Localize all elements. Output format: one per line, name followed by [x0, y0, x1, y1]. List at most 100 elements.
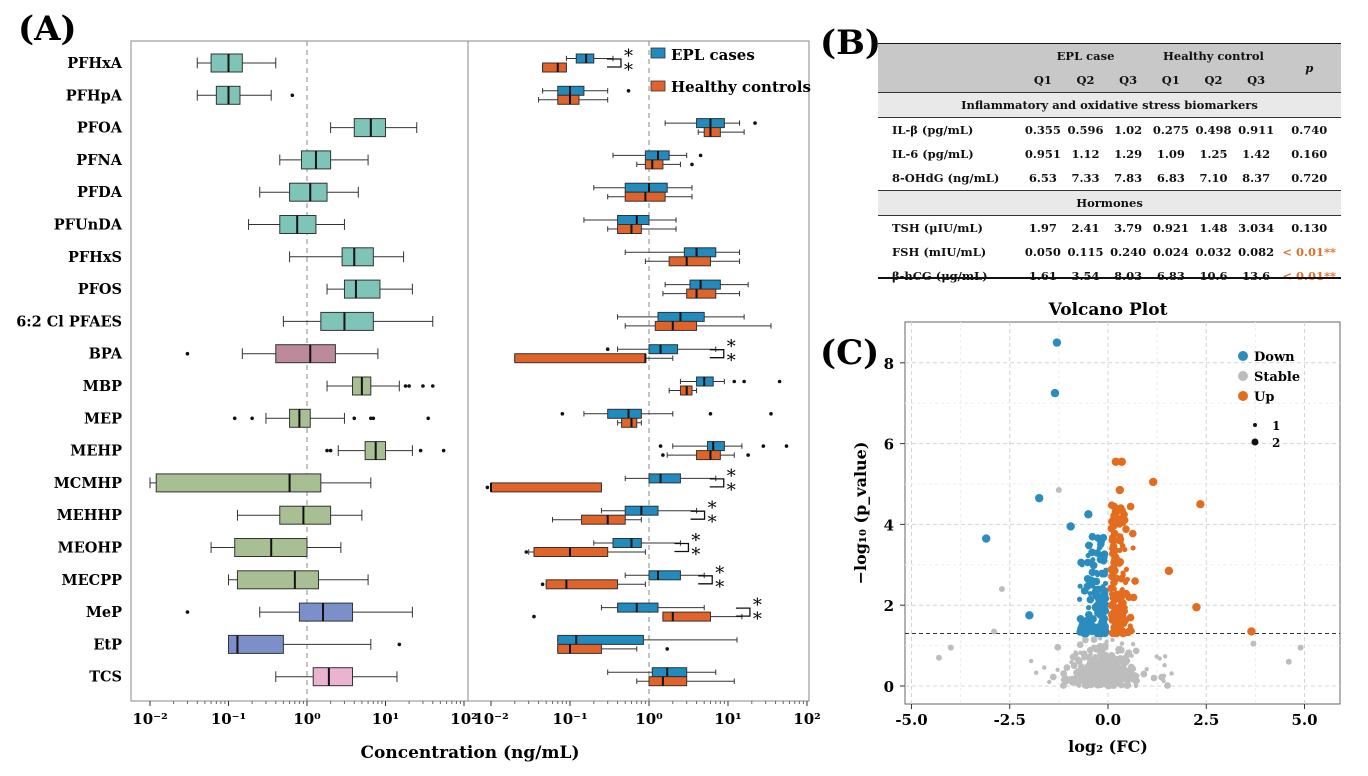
up-point — [1116, 504, 1125, 512]
table-cell: 1.97 — [1028, 221, 1057, 235]
stable-point — [1081, 653, 1088, 661]
up-point — [1111, 599, 1118, 605]
volcano-frame — [904, 321, 1341, 705]
significance-mark: * — [727, 480, 736, 501]
header-col: Q2 — [1064, 68, 1107, 93]
volcano-ylabel: −log₁₀ (p_value) — [851, 442, 870, 585]
box-total-MEHP-outlier — [325, 448, 329, 453]
down-point — [1100, 615, 1108, 623]
up-point — [1107, 610, 1116, 619]
stable-point — [1089, 683, 1094, 688]
up-point — [1111, 555, 1119, 563]
box-epl-MEP-outlier — [560, 412, 565, 416]
box-total-MCMHP-box — [155, 473, 322, 493]
up-point — [1107, 584, 1115, 593]
significance-mark: * — [691, 531, 700, 552]
panel-b-label: (B) — [820, 23, 881, 63]
box-healthy-BPA-box — [514, 353, 646, 364]
legend-size-1-dot — [1253, 423, 1257, 427]
volcano-y-tick-label: 8 — [884, 355, 894, 373]
table-cell: 1.29 — [1114, 147, 1143, 161]
stable-point — [1115, 660, 1120, 666]
box-total-6:2 Cl PFAES-box — [320, 311, 374, 331]
x-tick-label: 10⁻¹ — [211, 710, 246, 728]
down-point — [1098, 557, 1104, 563]
volcano-y-tick-label: 2 — [884, 597, 894, 615]
legend-epl-swatch — [650, 47, 666, 59]
table-cell: 6.83 — [1156, 269, 1185, 283]
down-point — [1077, 583, 1083, 589]
table-row-label: FSH (mIU/mL) — [892, 245, 987, 259]
box-healthy-MeP-box — [662, 611, 711, 622]
box-healthy-MEHHP-box — [581, 514, 626, 525]
down-point — [1102, 580, 1109, 587]
panel-a-right-plot: ************** — [485, 41, 789, 701]
stable-point — [1112, 674, 1117, 679]
chemical-label: PFHxS — [68, 249, 122, 266]
up-point — [1109, 595, 1115, 601]
table-cell: 0.032 — [1195, 245, 1232, 259]
table-cell: 0.082 — [1238, 245, 1275, 259]
stable-point — [1083, 675, 1091, 683]
panel-a-frame — [130, 40, 810, 702]
up-point — [1118, 618, 1124, 624]
up-point — [1107, 565, 1115, 574]
stable-point — [1078, 679, 1083, 684]
down-point — [1101, 601, 1110, 609]
box-total-MEP-outlier — [250, 416, 254, 421]
volcano-x-tick-label: -5.0 — [895, 711, 927, 729]
stable-point — [1140, 670, 1148, 678]
volcano-y-tick-label: 0 — [884, 678, 894, 696]
table-cell: 0.130 — [1291, 221, 1328, 235]
down-point — [1088, 532, 1097, 541]
box-epl-EtP-box — [557, 634, 644, 645]
box-healthy-MEP-box — [621, 417, 638, 428]
stable-point — [1117, 681, 1125, 689]
box-epl-TCS-box — [651, 667, 688, 678]
stable-point — [1090, 661, 1098, 669]
table-cell: 6.53 — [1028, 171, 1057, 185]
down-point — [1084, 558, 1092, 567]
up-point — [1111, 519, 1120, 527]
stable-point — [1090, 636, 1098, 643]
volcano-ticks: -5.0 -2.5 0.0 2.5 5.0 0 2 4 6 8 — [884, 355, 1318, 729]
legend-healthy-swatch — [650, 80, 666, 92]
x-tick-label: 10¹ — [372, 710, 399, 728]
stable-point — [1112, 657, 1117, 662]
table-section-row: Hormones — [878, 190, 1341, 216]
up-point — [1108, 537, 1114, 543]
stable-point — [1093, 645, 1100, 653]
table-subheader-row: Q1 Q2 Q3 Q1 Q2 Q3 — [878, 68, 1341, 93]
table-cell: 6.83 — [1156, 171, 1185, 185]
table-row: 8-OHdG (ng/mL) 6.53 7.33 7.83 6.83 7.10 8.37 0.… — [878, 166, 1341, 191]
box-healthy-6:2 Cl PFAES-box — [654, 320, 698, 331]
header-col: Q3 — [1234, 68, 1278, 93]
chemical-label: MEOHP — [58, 540, 122, 557]
significance-mark: * — [753, 609, 762, 630]
box-total-MEHP-outlier — [328, 448, 333, 453]
box-epl-MEP-outlier — [769, 412, 773, 416]
up-point — [1107, 524, 1116, 533]
down-point — [1099, 572, 1105, 578]
up-point — [1129, 529, 1137, 538]
header-col: Q2 — [1192, 68, 1235, 93]
down-point — [1094, 600, 1102, 609]
volcano-x-tick-label: 2.5 — [1193, 711, 1219, 729]
stable-point — [1085, 682, 1090, 688]
table-cell: 7.83 — [1114, 171, 1143, 185]
table-row: IL-6 (pg/mL) 0.951 1.12 1.29 1.09 1.25 1.42 0.1… — [878, 142, 1341, 166]
table-cell: 0.024 — [1152, 245, 1189, 259]
panel-c-label: (C) — [820, 333, 879, 373]
significance-mark: * — [727, 466, 736, 487]
down-point — [1094, 571, 1101, 578]
stable-point — [1132, 679, 1138, 684]
stable-point — [1075, 668, 1081, 673]
box-healthy-MCMHP-box — [490, 482, 602, 493]
box-epl-MEP-box — [607, 408, 642, 419]
volcano-y-tick-label: 6 — [884, 436, 894, 454]
box-epl-MEP-outlier — [708, 412, 713, 416]
box-healthy-EtP-box — [557, 643, 602, 654]
up-point — [1112, 574, 1121, 583]
table-cell: 7.33 — [1071, 171, 1100, 185]
